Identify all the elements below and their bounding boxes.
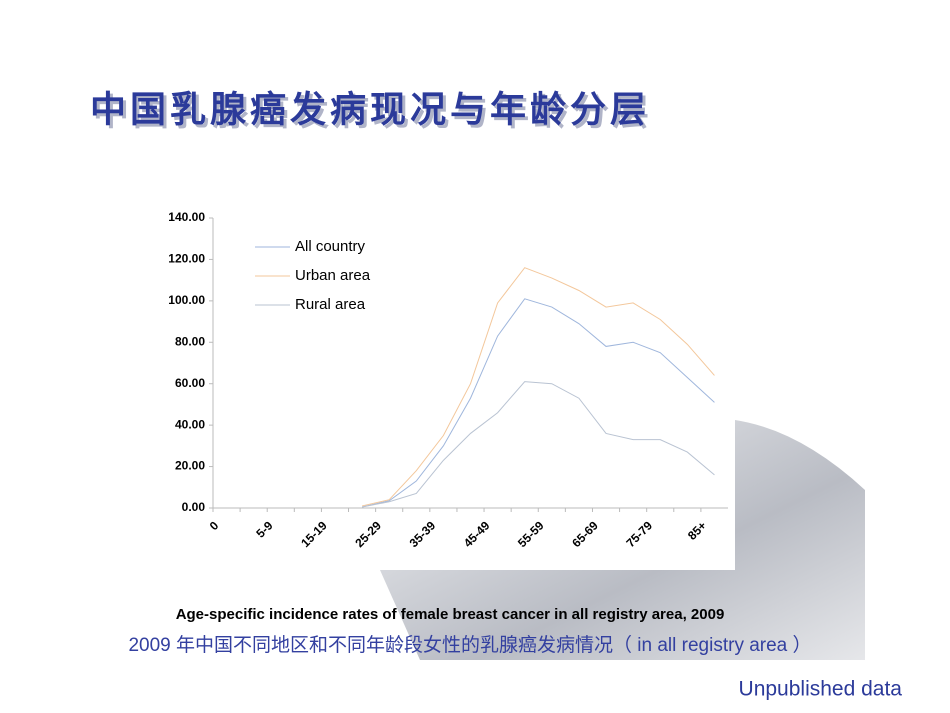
chart-area [150, 205, 735, 570]
series-line [361, 298, 715, 508]
legend-label: Urban area [295, 267, 371, 284]
series-line [361, 267, 715, 507]
background-decoration [380, 420, 865, 660]
y-tick-label: 40.00 [175, 417, 205, 431]
chart-title: 中国乳腺癌发病现况与年龄分层 [90, 89, 650, 130]
y-tick-label: 120.00 [168, 252, 205, 266]
y-tick-label: 60.00 [175, 376, 205, 390]
y-tick-label: 100.00 [168, 293, 205, 307]
y-tick-label: 20.00 [175, 459, 205, 473]
y-tick-label: 80.00 [175, 334, 205, 348]
y-tick-label: 140.00 [168, 210, 205, 224]
legend-label: Rural area [295, 296, 366, 313]
caption: Age-specific incidence rates of female b… [176, 606, 725, 623]
legend-label: All country [295, 238, 366, 255]
series-line [361, 381, 715, 508]
source: Unpublished data [739, 678, 903, 701]
y-tick-label: 0.00 [182, 500, 206, 514]
chart-title-shadow: 中国乳腺癌发病现况与年龄分层 [93, 92, 653, 133]
subtitle: 2009 年中国不同地区和不同年龄段女性的乳腺癌发病情况（ in all reg… [128, 634, 811, 656]
